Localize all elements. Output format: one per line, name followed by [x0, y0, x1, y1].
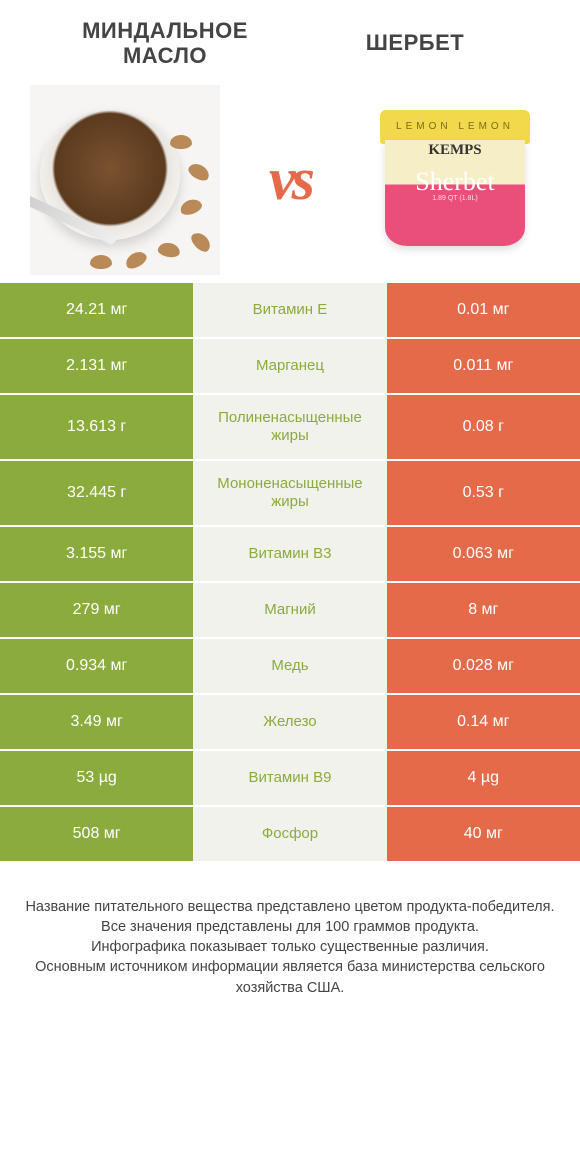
nutrient-name: Витамин B3: [193, 527, 386, 581]
table-row: 2.131 мгМарганец0.011 мг: [0, 339, 580, 395]
left-product-image: [30, 85, 220, 275]
right-value: 0.063 мг: [387, 527, 580, 581]
nutrient-name: Полиненасыщенные жиры: [193, 395, 386, 459]
nutrient-name: Витамин B9: [193, 751, 386, 805]
footnote-line: Основным источником информации является …: [35, 959, 545, 995]
left-value: 3.49 мг: [0, 695, 193, 749]
table-row: 3.155 мгВитамин B30.063 мг: [0, 527, 580, 583]
right-product-title-wrap: ШЕРБЕТ: [290, 18, 540, 69]
right-value: 4 µg: [387, 751, 580, 805]
table-row: 53 µgВитамин B94 µg: [0, 751, 580, 807]
left-product-title-wrap: МИНДАЛЬНОЕ МАСЛО: [40, 18, 290, 69]
right-value: 0.01 мг: [387, 283, 580, 337]
nutrient-name: Марганец: [193, 339, 386, 393]
right-value: 0.08 г: [387, 395, 580, 459]
right-product-image: LEMON LEMON KEMPS Sherbet 1.89 QT (1.8L): [360, 85, 550, 275]
tub-lid-text: LEMON LEMON: [380, 110, 530, 144]
left-value: 2.131 мг: [0, 339, 193, 393]
right-value: 0.14 мг: [387, 695, 580, 749]
vs-label: vs: [269, 145, 311, 214]
left-value: 508 мг: [0, 807, 193, 861]
right-value: 0.011 мг: [387, 339, 580, 393]
images-row: vs LEMON LEMON KEMPS Sherbet 1.89 QT (1.…: [0, 75, 580, 283]
right-product-title: ШЕРБЕТ: [290, 30, 540, 55]
tub-sub: 1.89 QT (1.8L): [432, 195, 477, 202]
nutrient-table: 24.21 мгВитамин E0.01 мг2.131 мгМарганец…: [0, 283, 580, 863]
left-product-title: МИНДАЛЬНОЕ МАСЛО: [40, 18, 290, 69]
table-row: 508 мгФосфор40 мг: [0, 807, 580, 863]
nutrient-name: Железо: [193, 695, 386, 749]
table-row: 279 мгМагний8 мг: [0, 583, 580, 639]
nutrient-name: Медь: [193, 639, 386, 693]
nutrient-name: Фосфор: [193, 807, 386, 861]
nutrient-name: Витамин E: [193, 283, 386, 337]
left-value: 32.445 г: [0, 461, 193, 525]
header: МИНДАЛЬНОЕ МАСЛО ШЕРБЕТ: [0, 0, 580, 75]
right-value: 40 мг: [387, 807, 580, 861]
left-value: 24.21 мг: [0, 283, 193, 337]
right-value: 0.028 мг: [387, 639, 580, 693]
nutrient-name: Магний: [193, 583, 386, 637]
right-value: 0.53 г: [387, 461, 580, 525]
left-value: 0.934 мг: [0, 639, 193, 693]
footnote: Название питательного вещества представл…: [0, 863, 580, 998]
footnote-line: Инфографика показывает только существенн…: [91, 939, 489, 955]
left-value: 279 мг: [0, 583, 193, 637]
table-row: 0.934 мгМедь0.028 мг: [0, 639, 580, 695]
right-value: 8 мг: [387, 583, 580, 637]
footnote-line: Название питательного вещества представл…: [25, 899, 554, 915]
footnote-line: Все значения представлены для 100 граммо…: [101, 919, 479, 935]
left-value: 13.613 г: [0, 395, 193, 459]
tub-script: Sherbet: [415, 167, 494, 197]
nutrient-name: Мононенасыщенные жиры: [193, 461, 386, 525]
left-value: 3.155 мг: [0, 527, 193, 581]
table-row: 32.445 гМононенасыщенные жиры0.53 г: [0, 461, 580, 527]
table-row: 13.613 гПолиненасыщенные жиры0.08 г: [0, 395, 580, 461]
tub-brand: KEMPS: [428, 142, 481, 159]
left-value: 53 µg: [0, 751, 193, 805]
table-row: 24.21 мгВитамин E0.01 мг: [0, 283, 580, 339]
table-row: 3.49 мгЖелезо0.14 мг: [0, 695, 580, 751]
